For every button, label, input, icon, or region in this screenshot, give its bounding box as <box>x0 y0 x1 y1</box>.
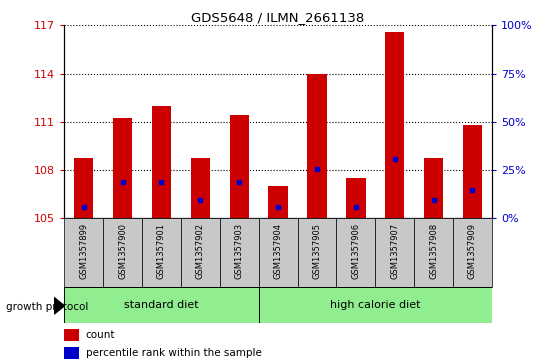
Bar <box>181 218 220 287</box>
Bar <box>64 347 79 359</box>
Bar <box>113 118 132 218</box>
Text: GSM1357904: GSM1357904 <box>273 223 283 279</box>
Bar <box>220 218 259 287</box>
Bar <box>346 178 366 218</box>
Text: GSM1357908: GSM1357908 <box>429 223 438 279</box>
Text: GSM1357907: GSM1357907 <box>390 223 399 279</box>
Text: GSM1357903: GSM1357903 <box>235 223 244 279</box>
Bar <box>297 218 337 287</box>
Text: GSM1357901: GSM1357901 <box>157 223 166 279</box>
Bar <box>142 218 181 287</box>
Bar <box>307 74 326 218</box>
Bar <box>191 159 210 218</box>
Text: GSM1357909: GSM1357909 <box>468 223 477 279</box>
Text: GSM1357905: GSM1357905 <box>312 223 321 279</box>
Bar <box>74 159 93 218</box>
Text: percentile rank within the sample: percentile rank within the sample <box>86 348 262 358</box>
Text: count: count <box>86 330 115 340</box>
Bar <box>64 218 103 287</box>
Bar <box>337 218 375 287</box>
Text: growth protocol: growth protocol <box>6 302 88 312</box>
Title: GDS5648 / ILMN_2661138: GDS5648 / ILMN_2661138 <box>192 11 364 24</box>
Polygon shape <box>54 298 64 314</box>
Bar <box>414 218 453 287</box>
Bar <box>259 218 297 287</box>
Bar <box>385 32 405 218</box>
Text: GSM1357899: GSM1357899 <box>79 223 88 279</box>
Bar <box>64 329 79 341</box>
Text: GSM1357900: GSM1357900 <box>118 223 127 279</box>
Bar <box>453 218 492 287</box>
Bar <box>64 287 259 323</box>
Text: standard diet: standard diet <box>124 300 199 310</box>
Text: GSM1357906: GSM1357906 <box>352 223 361 279</box>
Bar <box>375 218 414 287</box>
Text: high calorie diet: high calorie diet <box>330 300 420 310</box>
Bar <box>463 125 482 218</box>
Bar <box>230 115 249 218</box>
Bar <box>268 186 288 218</box>
Text: GSM1357902: GSM1357902 <box>196 223 205 279</box>
Bar <box>151 106 171 218</box>
Bar <box>103 218 142 287</box>
Bar <box>424 159 443 218</box>
Bar <box>259 287 492 323</box>
